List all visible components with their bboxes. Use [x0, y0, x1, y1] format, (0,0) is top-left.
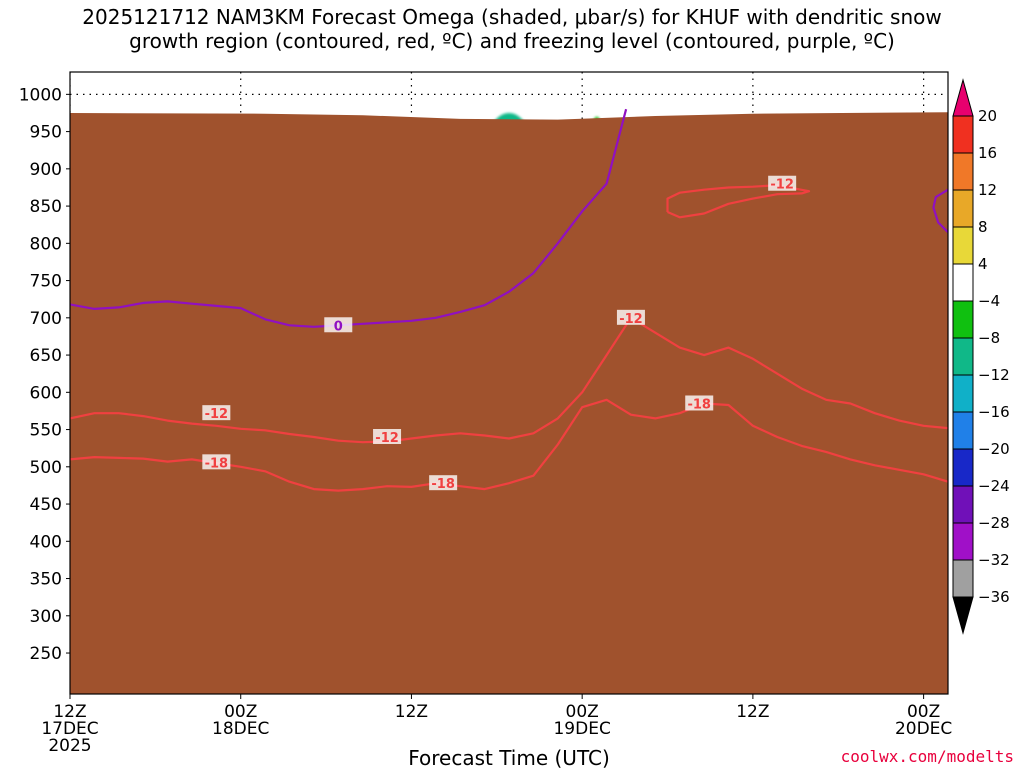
y-tick-label-1000: 1000: [19, 85, 62, 105]
colorbar-swatch-5: [952, 263, 974, 302]
colorbar-swatch-8: [952, 374, 974, 413]
contour-line-0: [70, 316, 948, 444]
y-tick-label-500: 500: [30, 458, 62, 478]
x-tick-label-5-1: 20DEC: [895, 719, 952, 739]
colorbar-swatch-10: [952, 448, 974, 487]
y-tick-label-950: 950: [30, 123, 62, 143]
y-tick-label-600: 600: [30, 383, 62, 403]
y-tick-label-750: 750: [30, 272, 62, 292]
colorbar-label-3: 8: [978, 218, 988, 236]
colorbar-label-0: 20: [978, 107, 997, 125]
colorbar-swatch-0: [952, 78, 974, 117]
colorbar-legend: 20 16 12 8 4 −4 −8 −12 −16 −20 −24 −28 −32 −36: [952, 78, 1010, 635]
colorbar-label-2: 12: [978, 181, 997, 199]
colorbar-swatch-3: [952, 189, 974, 228]
x-tick-label-0-1: 17DEC: [41, 719, 98, 739]
x-axis-title: Forecast Time (UTC): [408, 746, 610, 768]
contour-label-bg-3: [202, 454, 231, 470]
contour-label-bg-4: [429, 475, 458, 491]
contour-label-bg-5: [685, 395, 714, 411]
x-tick-label-3-1: 19DEC: [553, 719, 610, 739]
colorbar-label-5: −4: [978, 292, 1000, 310]
colorbar-swatch-4: [952, 226, 974, 265]
contour-label-5: -18: [687, 397, 711, 412]
colorbar-label-7: −12: [978, 366, 1010, 384]
colorbar-label-13: −36: [978, 588, 1010, 606]
colorbar-swatch-7: [952, 337, 974, 376]
contour-label-7: 0: [334, 319, 343, 334]
temperature-contours: -12 -12 -12 -18 -18 -18 -12 0: [70, 108, 948, 492]
colorbar-label-1: 16: [978, 144, 997, 162]
contour-label-0: -12: [205, 407, 229, 422]
x-tick-label-0-2: 2025: [48, 736, 91, 756]
credit-text: coolwx.com/modelts: [841, 747, 1014, 766]
colorbar-label-6: −8: [978, 329, 1000, 347]
chart-title-line1: 2025121712 NAM3KM Forecast Omega (shaded…: [82, 5, 941, 29]
plot-frame: [69, 71, 949, 695]
contour-line-4: [932, 188, 948, 233]
y-tick-label-700: 700: [30, 309, 62, 329]
x-tick-label-4-0: 12Z: [736, 702, 769, 722]
colorbar-swatch-2: [952, 152, 974, 191]
y-tick-label-900: 900: [30, 160, 62, 180]
y-tick-label-350: 350: [30, 570, 62, 590]
y-tick-label-850: 850: [30, 197, 62, 217]
x-tick-label-2-0: 12Z: [395, 702, 428, 722]
contour-label-2: -12: [619, 312, 643, 327]
x-tick-label-0-0: 12Z: [53, 702, 86, 722]
y-axis: 250 300 350 400 450 500 550 600 650 700 750 800 850 9…: [19, 85, 70, 664]
colorbar-label-11: −28: [978, 514, 1010, 532]
colorbar-swatch-12: [952, 522, 974, 561]
contour-label-bg-0: [202, 405, 231, 421]
contour-label-bg-7: [324, 317, 353, 333]
plot-area: -12 -12 -12 -18 -18 -18 -12 0: [70, 72, 948, 694]
terrain-surface: [70, 112, 948, 694]
y-tick-label-450: 450: [30, 495, 62, 515]
colorbar-swatch-13: [952, 559, 974, 598]
colorbar-swatch-6: [952, 300, 974, 339]
contour-label-6: -12: [770, 178, 794, 193]
colorbar-label-10: −24: [978, 477, 1010, 495]
colorbar-swatch-14: [952, 596, 974, 635]
y-tick-label-300: 300: [30, 607, 62, 627]
colorbar-swatch-9: [952, 411, 974, 450]
colorbar-label-12: −32: [978, 551, 1010, 569]
y-tick-label-550: 550: [30, 421, 62, 441]
y-tick-label-250: 250: [30, 644, 62, 664]
colorbar-swatch-11: [952, 485, 974, 524]
colorbar-label-4: 4: [978, 255, 988, 273]
contour-label-1: -12: [375, 431, 399, 446]
contour-label-3: -18: [205, 456, 229, 471]
contour-label-bg-2: [616, 309, 645, 325]
y-tick-label-650: 650: [30, 346, 62, 366]
chart-title-line2: growth region (contoured, red, ºC) and f…: [129, 29, 895, 53]
contour-line-2: [666, 184, 811, 219]
x-tick-label-5-0: 00Z: [907, 702, 940, 722]
contour-label-bg-1: [373, 429, 402, 445]
contour-label-4: -18: [431, 477, 455, 492]
x-tick-label-1-0: 00Z: [224, 702, 257, 722]
colorbar-label-8: −16: [978, 403, 1010, 421]
y-tick-label-800: 800: [30, 234, 62, 254]
x-tick-label-3-0: 00Z: [566, 702, 599, 722]
y-tick-label-400: 400: [30, 532, 62, 552]
colorbar-label-9: −20: [978, 440, 1010, 458]
contour-label-bg-6: [768, 175, 797, 191]
colorbar-swatch-1: [952, 115, 974, 154]
x-tick-label-1-1: 18DEC: [212, 719, 269, 739]
